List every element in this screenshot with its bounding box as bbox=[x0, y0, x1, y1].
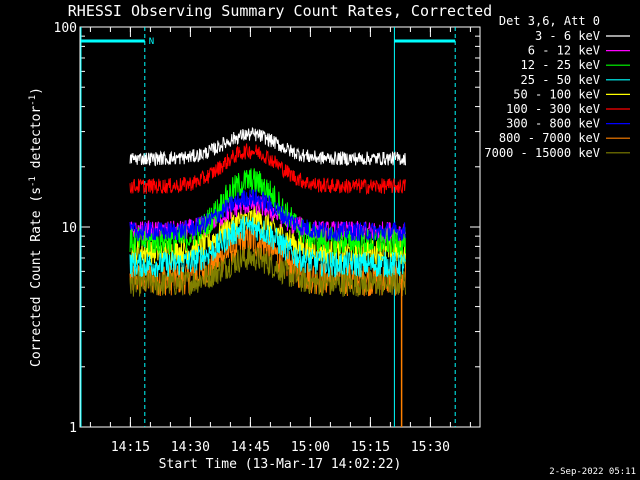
x-tick-label: 14:30 bbox=[171, 440, 210, 455]
chart-title: RHESSI Observing Summary Count Rates, Co… bbox=[68, 2, 492, 20]
x-tick-label: 15:30 bbox=[411, 440, 450, 455]
series-line bbox=[129, 216, 406, 278]
timestamp: 2-Sep-2022 05:11 bbox=[549, 467, 636, 477]
series-line bbox=[129, 126, 406, 167]
y-label-main: Corrected Count Rate (s bbox=[29, 187, 44, 367]
night-flag-label: N bbox=[149, 37, 154, 47]
x-tick-label: 14:15 bbox=[111, 440, 150, 455]
y-tick-label: 100 bbox=[54, 21, 77, 36]
x-tick-label: 15:00 bbox=[291, 440, 330, 455]
legend-entry: 50 - 100 keV bbox=[513, 87, 600, 101]
y-tick-label: 10 bbox=[61, 221, 77, 236]
legend-entry: 3 - 6 keV bbox=[535, 29, 600, 43]
x-axis-label: Start Time (13-Mar-17 14:02:22) bbox=[159, 457, 402, 472]
legend-entry: 100 - 300 keV bbox=[506, 102, 600, 116]
series-line bbox=[129, 189, 406, 242]
legend-entry: 25 - 50 keV bbox=[521, 73, 600, 87]
y-label-sup2: -1 bbox=[28, 95, 38, 106]
x-tick-label: 14:45 bbox=[231, 440, 270, 455]
x-tick-label: 15:15 bbox=[351, 440, 390, 455]
legend-title: Det 3,6, Att 0 bbox=[499, 14, 600, 28]
y-label-sup1: -1 bbox=[28, 176, 38, 187]
series-line bbox=[129, 143, 406, 196]
y-label-mid: detector bbox=[29, 106, 44, 177]
series-group bbox=[129, 126, 406, 427]
legend-entry: 7000 - 15000 keV bbox=[484, 146, 600, 160]
x-axis: 14:15 14:30 14:45 15:00 15:15 15:30 bbox=[89, 27, 471, 455]
series-line bbox=[129, 245, 406, 297]
y-tick-label: 1 bbox=[69, 421, 77, 436]
legend-entry: 12 - 25 keV bbox=[521, 58, 600, 72]
legend-entry: 300 - 800 keV bbox=[506, 117, 600, 131]
y-axis-label: Corrected Count Rate (s-1 detector-1) bbox=[28, 87, 44, 367]
legend-entry: 6 - 12 keV bbox=[528, 44, 600, 58]
legend-entry: 800 - 7000 keV bbox=[499, 131, 600, 145]
y-label-end: ) bbox=[29, 87, 44, 95]
